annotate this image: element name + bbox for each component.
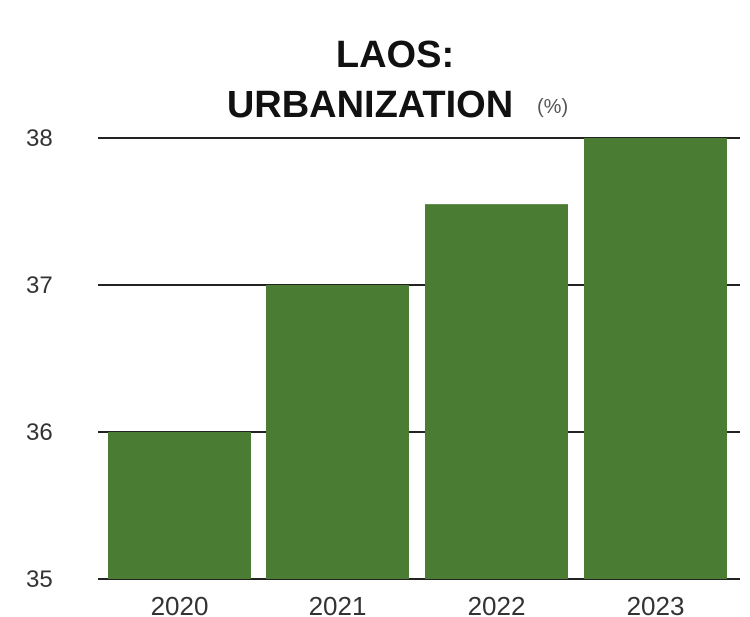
- chart-title-line1: LAOS:: [336, 34, 454, 76]
- bar-2020: [108, 432, 251, 579]
- y-tick-label: 35: [26, 566, 53, 593]
- chart-title-unit: (%): [537, 96, 568, 118]
- bars: [108, 138, 727, 579]
- x-tick-label: 2020: [151, 591, 209, 617]
- y-tick-label: 37: [26, 272, 53, 299]
- bar-2023: [584, 138, 727, 579]
- y-axis-tick-labels: 35 36 37 38: [26, 125, 53, 593]
- x-tick-label: 2021: [309, 591, 367, 617]
- bar-2021: [266, 285, 409, 579]
- y-tick-label: 36: [26, 419, 53, 446]
- x-axis-tick-labels: 2020 2021 2022 2023: [151, 591, 685, 617]
- y-tick-label: 38: [26, 125, 53, 152]
- bar-2022: [425, 204, 568, 579]
- x-tick-label: 2023: [627, 591, 685, 617]
- x-tick-label: 2022: [468, 591, 526, 617]
- chart-title-line2: URBANIZATION: [227, 84, 513, 126]
